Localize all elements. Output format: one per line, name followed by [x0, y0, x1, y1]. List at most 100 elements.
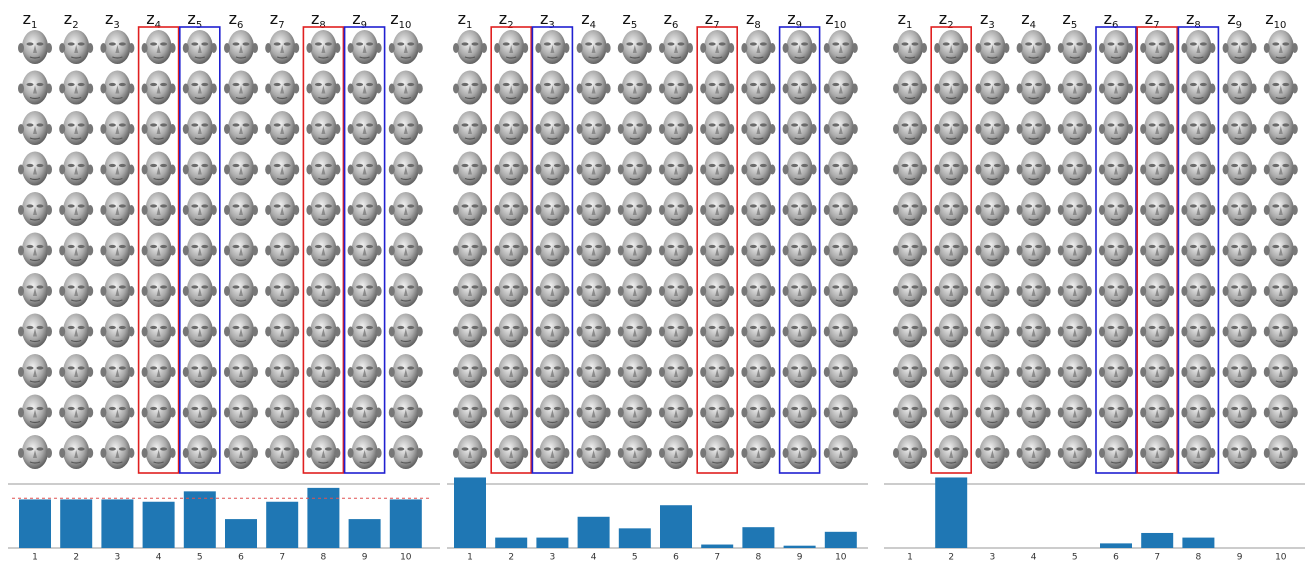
face-image [658, 150, 694, 187]
face-image [141, 231, 177, 268]
face-image [264, 29, 300, 65]
face-image [17, 191, 53, 227]
latent-index: 8 [754, 20, 760, 31]
face-image [1263, 110, 1299, 146]
latent-label: z3 [980, 9, 995, 31]
highlight-box [343, 26, 386, 474]
face-image [974, 393, 1011, 430]
face-image [452, 231, 488, 268]
x-tick-label: 9 [797, 553, 803, 561]
face-image [534, 110, 571, 146]
latent-index: 3 [113, 20, 119, 31]
face-image [388, 353, 424, 389]
face-image [388, 231, 424, 268]
face-image [99, 69, 135, 106]
x-tick-label: 9 [362, 553, 368, 561]
face-image [17, 231, 53, 268]
face-image [1221, 393, 1258, 430]
face-image [781, 272, 818, 308]
face-image [1057, 312, 1093, 349]
face-image [305, 393, 341, 430]
face-image [1139, 434, 1175, 470]
latent-index: 10 [1274, 20, 1287, 31]
face-image [823, 29, 859, 65]
latent-index: 9 [361, 20, 367, 31]
latent-index: 4 [155, 20, 161, 31]
face-image [658, 312, 694, 349]
bar [660, 505, 692, 548]
face-image [1221, 29, 1258, 65]
face-image [388, 434, 424, 470]
x-tick-label: 10 [1275, 553, 1287, 561]
face-image [1263, 393, 1299, 430]
face-image [740, 150, 777, 187]
face-image [58, 393, 94, 430]
latent-symbol: z [1186, 9, 1194, 28]
face-image [933, 69, 969, 106]
latent-label: z7 [270, 9, 285, 31]
face-image [388, 29, 424, 65]
face-image [1015, 69, 1052, 106]
face-image [575, 393, 612, 430]
face-image [141, 110, 177, 146]
bar [577, 516, 610, 548]
latent-symbol: z [1145, 9, 1153, 28]
latent-label: z4 [146, 9, 161, 31]
latent-index: 10 [399, 20, 412, 31]
face-image [347, 434, 383, 470]
face-image [933, 434, 969, 470]
face-image [1057, 393, 1093, 430]
face-image [388, 272, 424, 308]
latent-symbol: z [64, 9, 72, 28]
latent-index: 5 [196, 20, 202, 31]
x-tick-label: 6 [238, 553, 244, 561]
bar [225, 519, 257, 548]
face-image [933, 150, 969, 187]
face-image [388, 312, 424, 349]
face-image [1263, 272, 1299, 308]
latent-label: z4 [581, 9, 596, 31]
latent-label: z5 [1062, 9, 1077, 31]
face-image [141, 272, 177, 308]
face-image [17, 69, 53, 106]
face-image [781, 393, 818, 430]
face-image [823, 150, 859, 187]
face-image [892, 231, 928, 268]
x-tick-label: 8 [756, 553, 762, 561]
face-image [264, 110, 300, 146]
latent-symbol: z [825, 9, 833, 28]
face-image [452, 434, 488, 470]
face-image [534, 29, 571, 65]
face-image [1221, 272, 1258, 308]
face-image [740, 272, 777, 308]
face-image [141, 150, 177, 187]
face-image [933, 393, 969, 430]
face-image [1098, 434, 1134, 470]
face-image [141, 393, 177, 430]
face-image [1057, 110, 1093, 146]
face-image [534, 393, 571, 430]
highlight-box [531, 26, 574, 474]
face-image [974, 69, 1011, 106]
latent-symbol: z [311, 9, 319, 28]
face-image [347, 110, 383, 146]
face-image [264, 191, 300, 227]
face-image [1098, 272, 1134, 308]
latent-symbol: z [540, 9, 548, 28]
face-image [534, 312, 571, 349]
face-image [1180, 150, 1217, 187]
bar [701, 544, 734, 548]
face-image [534, 434, 571, 470]
face-image [223, 434, 259, 470]
face-image [493, 353, 529, 389]
latent-symbol: z [105, 9, 113, 28]
face-image [740, 353, 777, 389]
latent-symbol: z [898, 9, 906, 28]
bar [183, 491, 216, 548]
latent-symbol: z [458, 9, 466, 28]
face-image [264, 231, 300, 268]
face-image [1015, 150, 1052, 187]
face-image [1015, 231, 1052, 268]
face-image [534, 272, 571, 308]
